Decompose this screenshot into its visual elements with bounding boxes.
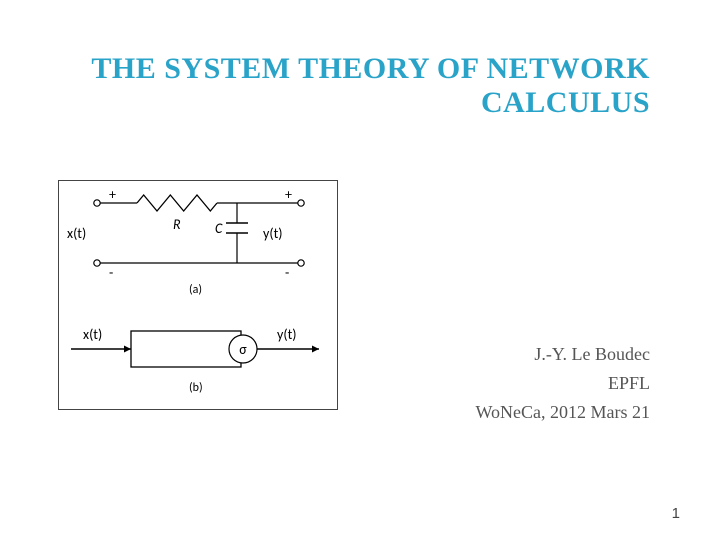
svg-text:-: - <box>285 264 289 281</box>
svg-text:x(t): x(t) <box>83 326 102 343</box>
page-number: 1 <box>672 505 680 522</box>
svg-text:+: + <box>285 186 292 203</box>
svg-text:C: C <box>215 220 223 237</box>
author-venue: WoNeCa, 2012 Mars 21 <box>475 398 650 427</box>
slide-title: THE SYSTEM THEORY OF NETWORK CALCULUS <box>90 52 650 120</box>
svg-text:+: + <box>109 186 116 203</box>
svg-text:y(t): y(t) <box>263 225 283 242</box>
svg-text:(a): (a) <box>189 283 202 297</box>
circuit-diagram: + + - - x(t) y(t) R C (a) σ x(t) y(t) (b) <box>58 180 338 410</box>
svg-text:y(t): y(t) <box>277 326 297 343</box>
svg-text:x(t): x(t) <box>67 225 86 242</box>
svg-text:(b): (b) <box>189 381 203 395</box>
svg-text:-: - <box>109 264 113 281</box>
author-name: J.-Y. Le Boudec <box>475 340 650 369</box>
author-affiliation: EPFL <box>475 369 650 398</box>
svg-text:R: R <box>173 216 181 233</box>
svg-text:σ: σ <box>239 341 247 358</box>
author-block: J.-Y. Le Boudec EPFL WoNeCa, 2012 Mars 2… <box>475 340 650 426</box>
